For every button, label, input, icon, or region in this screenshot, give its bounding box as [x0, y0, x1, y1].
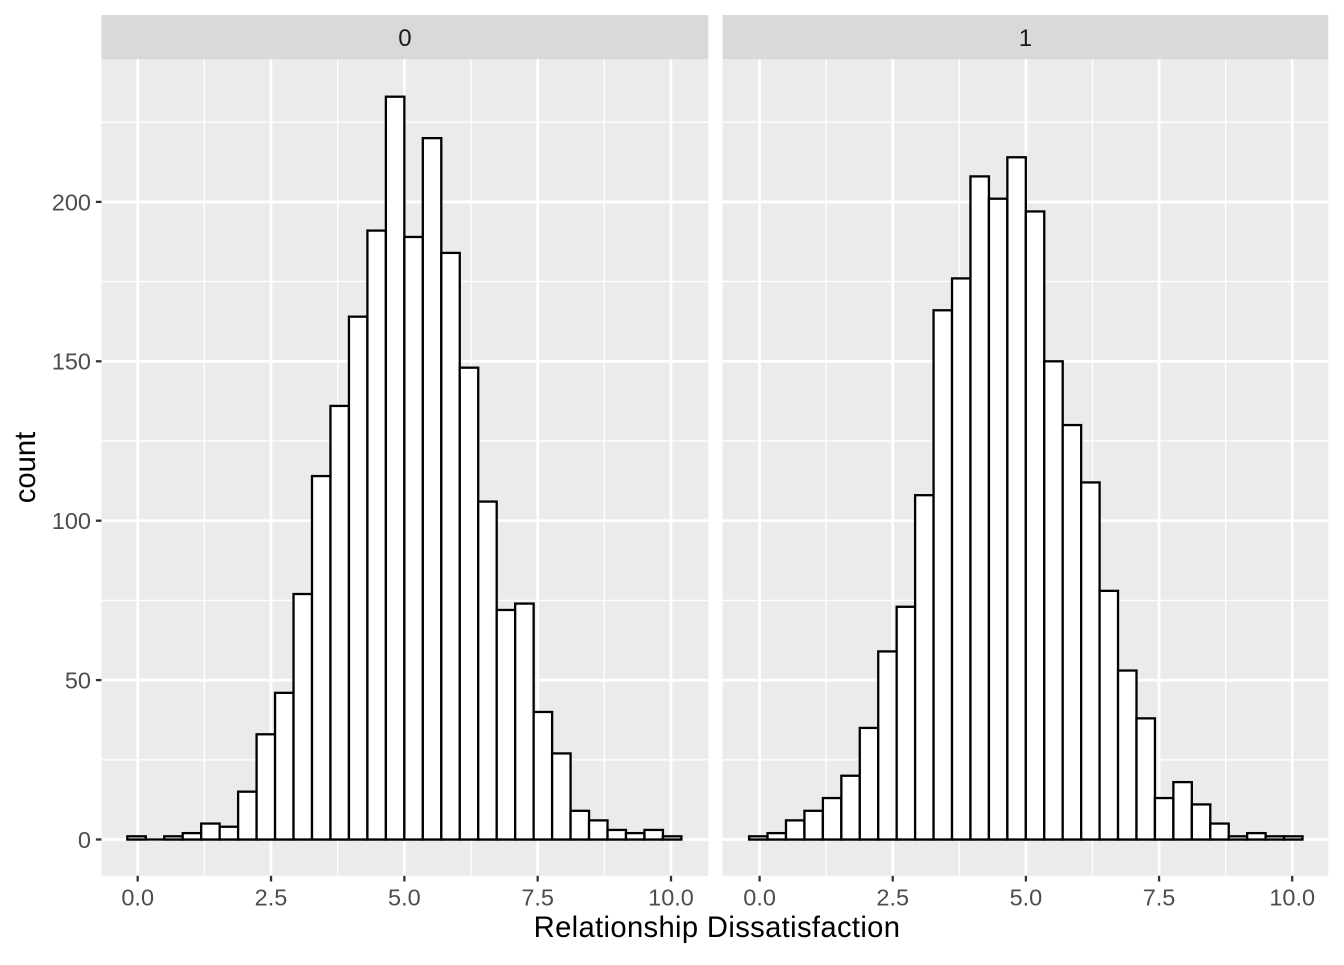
svg-text:50: 50 — [65, 668, 91, 694]
svg-text:count: count — [10, 432, 42, 503]
svg-text:2.5: 2.5 — [255, 885, 288, 911]
svg-text:1: 1 — [1019, 25, 1032, 52]
svg-text:0.0: 0.0 — [743, 885, 776, 911]
svg-text:2.5: 2.5 — [876, 885, 909, 911]
svg-text:0: 0 — [78, 827, 91, 853]
svg-text:100: 100 — [52, 508, 91, 534]
svg-text:0.0: 0.0 — [121, 885, 154, 911]
svg-text:150: 150 — [52, 349, 91, 375]
svg-text:7.5: 7.5 — [521, 885, 554, 911]
svg-text:5.0: 5.0 — [1010, 885, 1043, 911]
svg-text:7.5: 7.5 — [1143, 885, 1176, 911]
svg-text:10.0: 10.0 — [1269, 885, 1315, 911]
svg-text:Relationship Dissatisfaction: Relationship Dissatisfaction — [534, 912, 901, 944]
svg-text:5.0: 5.0 — [388, 885, 421, 911]
svg-text:200: 200 — [52, 189, 91, 215]
svg-text:10.0: 10.0 — [648, 885, 694, 911]
svg-text:0: 0 — [398, 25, 411, 52]
